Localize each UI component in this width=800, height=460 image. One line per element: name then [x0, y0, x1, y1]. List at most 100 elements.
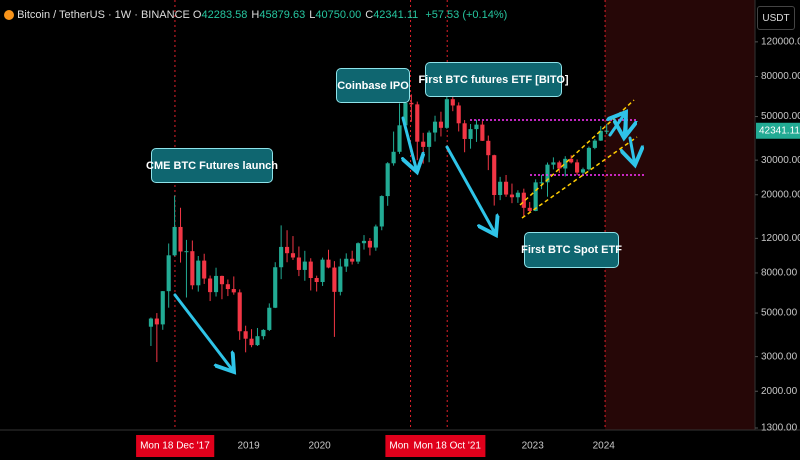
ohlc-label: C — [365, 9, 374, 21]
candle-body — [563, 158, 568, 169]
candle-body — [320, 259, 325, 283]
y-tick-label: 120000.00 — [761, 37, 800, 48]
candle-body — [166, 255, 171, 292]
candle-body — [409, 102, 414, 105]
candle-body — [427, 132, 432, 147]
ohlc-value: 40750.00 — [315, 9, 362, 21]
x-tick-highlight — [136, 435, 215, 457]
candle-body — [444, 99, 449, 128]
candle-body — [474, 124, 479, 130]
candle-body — [492, 155, 497, 196]
candle-body — [569, 158, 574, 163]
candle-body — [361, 240, 367, 244]
annotation: CME BTC Futures launch — [146, 148, 278, 183]
candle-body — [284, 246, 290, 254]
x-tick-label: Mon 18 Dec '17 — [140, 441, 210, 452]
candle-body — [421, 141, 426, 147]
ohlc: O42283.58 H45879.63 L40750.00 C42341.11 — [193, 9, 422, 21]
y-tick-label: 12000.00 — [761, 233, 800, 244]
y-tick-label: 20000.00 — [761, 189, 800, 200]
y-tick-label: 3000.00 — [761, 351, 798, 362]
candle-body — [249, 338, 254, 346]
symbol-header: Bitcoin / TetherUS · 1W · BINANCE O42283… — [4, 9, 511, 21]
candle-body — [397, 125, 402, 152]
candle-body — [503, 181, 509, 195]
x-tick-label: 2019 — [237, 441, 260, 452]
arrow — [630, 136, 635, 165]
candle-body — [379, 196, 384, 227]
candle-body — [308, 261, 313, 278]
candle-body — [314, 277, 319, 283]
y-tick-label: 5000.00 — [761, 308, 798, 319]
candle-body — [231, 289, 236, 293]
candle-body — [243, 331, 248, 339]
last-price-label: 42341.11 — [759, 125, 800, 136]
candle-body — [202, 260, 207, 279]
y-tick-label: 80000.00 — [761, 71, 800, 82]
x-tick-label: 2023 — [522, 441, 545, 452]
candle-body — [367, 240, 372, 248]
annotation: Coinbase IPO — [336, 68, 410, 103]
drawings — [173, 99, 646, 372]
candle-body — [290, 253, 296, 258]
channel-lower — [521, 136, 638, 219]
y-tick-label: 1300.00 — [761, 423, 798, 434]
annotation: First BTC futures ETF [BITO] — [418, 62, 569, 97]
candle-body — [557, 162, 562, 169]
candle-body — [527, 207, 532, 211]
candle-body — [498, 181, 503, 196]
candle-body — [586, 147, 591, 170]
candle-body — [338, 266, 343, 292]
coin-icon — [4, 10, 14, 21]
candle-body — [575, 162, 580, 173]
last-price-box — [756, 122, 800, 139]
candle-body — [438, 121, 444, 128]
candle-body — [213, 275, 219, 293]
candle-body — [385, 163, 390, 197]
candle-body — [456, 105, 461, 124]
candle-body — [190, 251, 195, 286]
candle-body — [302, 261, 307, 270]
arrow — [445, 145, 496, 235]
candle-body — [580, 169, 586, 173]
candle-body — [598, 130, 603, 141]
y-tick-label: 30000.00 — [761, 155, 800, 166]
change: +57.53 (+0.14%) — [425, 9, 508, 21]
candle-body — [148, 318, 154, 327]
symbol: Bitcoin / TetherUS · 1W · BINANCE — [17, 9, 190, 21]
candle-body — [486, 140, 491, 156]
annotation: First BTC Spot ETF — [521, 232, 622, 268]
candle-body — [332, 267, 337, 292]
candle-body — [604, 130, 609, 132]
candle-body — [521, 192, 526, 208]
candle-body — [450, 99, 455, 106]
y-tick-label: 50000.00 — [761, 111, 800, 122]
x-tick-label: Mon 18 Oct '21 — [413, 441, 481, 452]
y-tick-label: 2000.00 — [761, 386, 798, 397]
ohlc-value: 42283.58 — [201, 9, 248, 21]
candle-body — [326, 259, 331, 268]
candle-body — [462, 123, 467, 139]
candle-body — [160, 291, 165, 325]
candle-body — [154, 318, 159, 325]
currency-box[interactable]: USDT — [757, 6, 795, 30]
ohlc-label: L — [309, 9, 316, 21]
candle-body — [468, 129, 473, 139]
candle-body — [237, 292, 242, 332]
candle-body — [551, 162, 556, 165]
candle-body — [480, 124, 485, 141]
candle-body — [592, 140, 597, 148]
candle-body — [196, 260, 201, 286]
candle-body — [539, 182, 544, 184]
candle-body — [515, 192, 520, 198]
candle-body — [225, 284, 230, 290]
candle-body — [415, 104, 420, 142]
candle-body — [178, 226, 183, 252]
arrow — [173, 293, 234, 372]
ohlc-value: 42341.11 — [373, 9, 419, 21]
candle-body — [261, 329, 266, 337]
ohlc-label: O — [192, 9, 202, 21]
candle-body — [296, 257, 301, 270]
candle-body — [545, 164, 550, 183]
